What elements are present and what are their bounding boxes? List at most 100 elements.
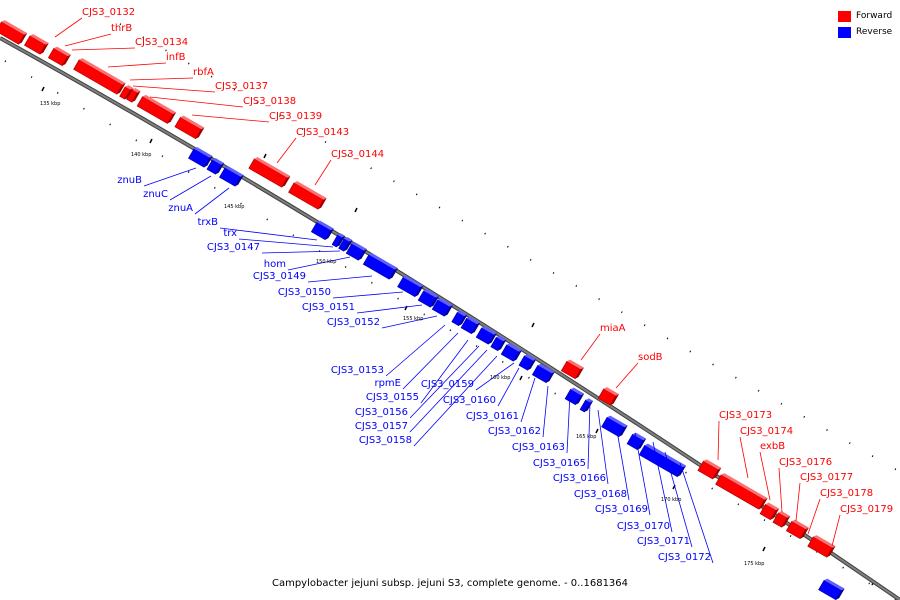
leader-line-cjs3-0150 xyxy=(332,291,404,299)
tick-dot xyxy=(871,455,874,458)
gene-label-thrb: thrB xyxy=(111,23,132,34)
leader-line-cjs3-0144 xyxy=(314,159,332,186)
tick-dot xyxy=(135,139,138,142)
gene-block-trx xyxy=(331,233,346,248)
gene-label-cjs3-0153: CJS3_0153 xyxy=(331,365,384,376)
leader-line-znua xyxy=(194,187,230,215)
tick-dot xyxy=(552,271,555,274)
major-tick xyxy=(531,322,535,328)
tick-dot xyxy=(575,285,578,288)
gene-label-trxb: trxB xyxy=(197,217,218,228)
tick-dot xyxy=(734,376,737,379)
legend-reverse-swatch xyxy=(838,26,851,38)
leader-line-cjs3-0169 xyxy=(634,432,651,516)
gene-label-cjs3-0151: CJS3_0151 xyxy=(302,302,355,313)
tick-dot xyxy=(711,487,714,490)
legend-forward-label: Forward xyxy=(856,11,893,21)
gene-blocks xyxy=(0,20,845,600)
gene-label-sodb: sodB xyxy=(638,352,663,363)
gene-label-cjs3-0149: CJS3_0149 xyxy=(253,271,306,282)
gene-label-cjs3-0171: CJS3_0171 xyxy=(637,536,690,547)
leader-line-cjs3-0172 xyxy=(679,462,714,564)
leader-line-cjs3-0166 xyxy=(597,409,609,485)
leader-line-cjs3-0132 xyxy=(54,17,83,38)
major-tick xyxy=(762,546,766,552)
tick-dot xyxy=(621,311,623,314)
scale-label-175-kbp: 175 kbp xyxy=(744,561,764,567)
gene-block-cjs3-0149 xyxy=(362,253,398,280)
tick-dot xyxy=(763,519,766,522)
gene-block-trxb xyxy=(310,220,334,241)
gene-label-cjs3-0168: CJS3_0168 xyxy=(574,489,627,500)
gene-label-cjs3-0150: CJS3_0150 xyxy=(278,287,331,298)
gene-label-hom: hom xyxy=(264,259,286,270)
gene-label-cjs3-0134: CJS3_0134 xyxy=(135,37,188,48)
tick-dot xyxy=(842,566,844,569)
leader-line-exbb xyxy=(759,451,771,501)
leader-line-cjs3-0165 xyxy=(587,402,591,470)
leader-line-cjs3-0156 xyxy=(409,345,480,419)
scale-label-140-kbp: 140 kbp xyxy=(131,152,151,158)
tick-dot xyxy=(712,363,714,366)
leader-line-cjs3-0161 xyxy=(520,377,536,423)
tick-dot xyxy=(423,313,426,316)
tick-dot xyxy=(256,101,259,104)
scale-label-150-kbp: 150 kbp xyxy=(316,259,336,265)
leader-line-cjs3-0160 xyxy=(497,367,520,407)
tick-dot xyxy=(438,206,441,209)
gene-block-cjs3-0143 xyxy=(248,157,291,188)
leader-line-cjs3-0159 xyxy=(475,362,515,391)
tick-dot xyxy=(187,62,190,65)
tick-dot xyxy=(210,75,213,78)
gene-block-cjs3-0139 xyxy=(174,115,205,140)
tick-dot xyxy=(643,324,646,327)
major-tick xyxy=(519,375,523,381)
tick-dot xyxy=(370,167,372,170)
gene-block-hom xyxy=(345,242,368,261)
tick-dot xyxy=(30,76,33,79)
gene-label-cjs3-0165: CJS3_0165 xyxy=(533,458,586,469)
tick-dot xyxy=(142,36,145,39)
tick-dot xyxy=(737,503,740,506)
gene-block-cjs3-0147 xyxy=(338,237,353,252)
gene-label-cjs3-0172: CJS3_0172 xyxy=(658,552,711,563)
gene-label-cjs3-0156: CJS3_0156 xyxy=(355,407,408,418)
leader-line-cjs3-0143 xyxy=(276,137,297,164)
leader-line-cjs3-0173 xyxy=(717,420,720,461)
leader-line-cjs3-0171 xyxy=(664,451,693,548)
tick-dot xyxy=(554,392,556,395)
major-tick xyxy=(263,153,267,159)
gene-block-cjs3-0144 xyxy=(288,181,327,210)
tick-dot xyxy=(397,297,399,300)
gene-label-cjs3-0138: CJS3_0138 xyxy=(243,96,296,107)
tick-dot xyxy=(484,232,486,235)
tick-dot xyxy=(894,468,897,471)
gene-block-cjs3-0134 xyxy=(47,46,71,67)
tick-dot xyxy=(165,49,167,52)
leader-line-cjs3-0152 xyxy=(381,315,438,329)
legend-reverse: Reverse xyxy=(838,24,892,40)
gene-label-cjs3-0174: CJS3_0174 xyxy=(740,426,793,437)
tick-dot xyxy=(449,329,452,332)
gene-block-cjs3-0177 xyxy=(785,519,809,540)
tick-dot xyxy=(292,234,295,237)
gene-block-miaa xyxy=(560,359,584,380)
gene-block-thrb xyxy=(24,34,49,55)
leader-line-cjs3-0163 xyxy=(566,392,571,454)
tick-dot xyxy=(461,219,464,222)
gene-block-cjs3-0156 xyxy=(490,335,507,352)
tick-dot xyxy=(83,107,85,110)
gene-block-cjs3-0138 xyxy=(136,94,177,124)
gene-label-infb: infB xyxy=(166,52,186,63)
gene-block-cjs3-0173 xyxy=(697,459,722,480)
tick-dot xyxy=(240,202,242,205)
leader-line-infb xyxy=(107,62,167,68)
gene-label-znua: znuA xyxy=(168,203,193,214)
tick-dot xyxy=(666,337,669,340)
tick-dot xyxy=(415,193,418,196)
gene-label-trx: trx xyxy=(223,228,237,239)
gene-block-cjs3-0137 xyxy=(126,88,141,103)
gene-label-cjs3-0161: CJS3_0161 xyxy=(466,411,519,422)
gene-label-cjs3-0160: CJS3_0160 xyxy=(443,395,496,406)
